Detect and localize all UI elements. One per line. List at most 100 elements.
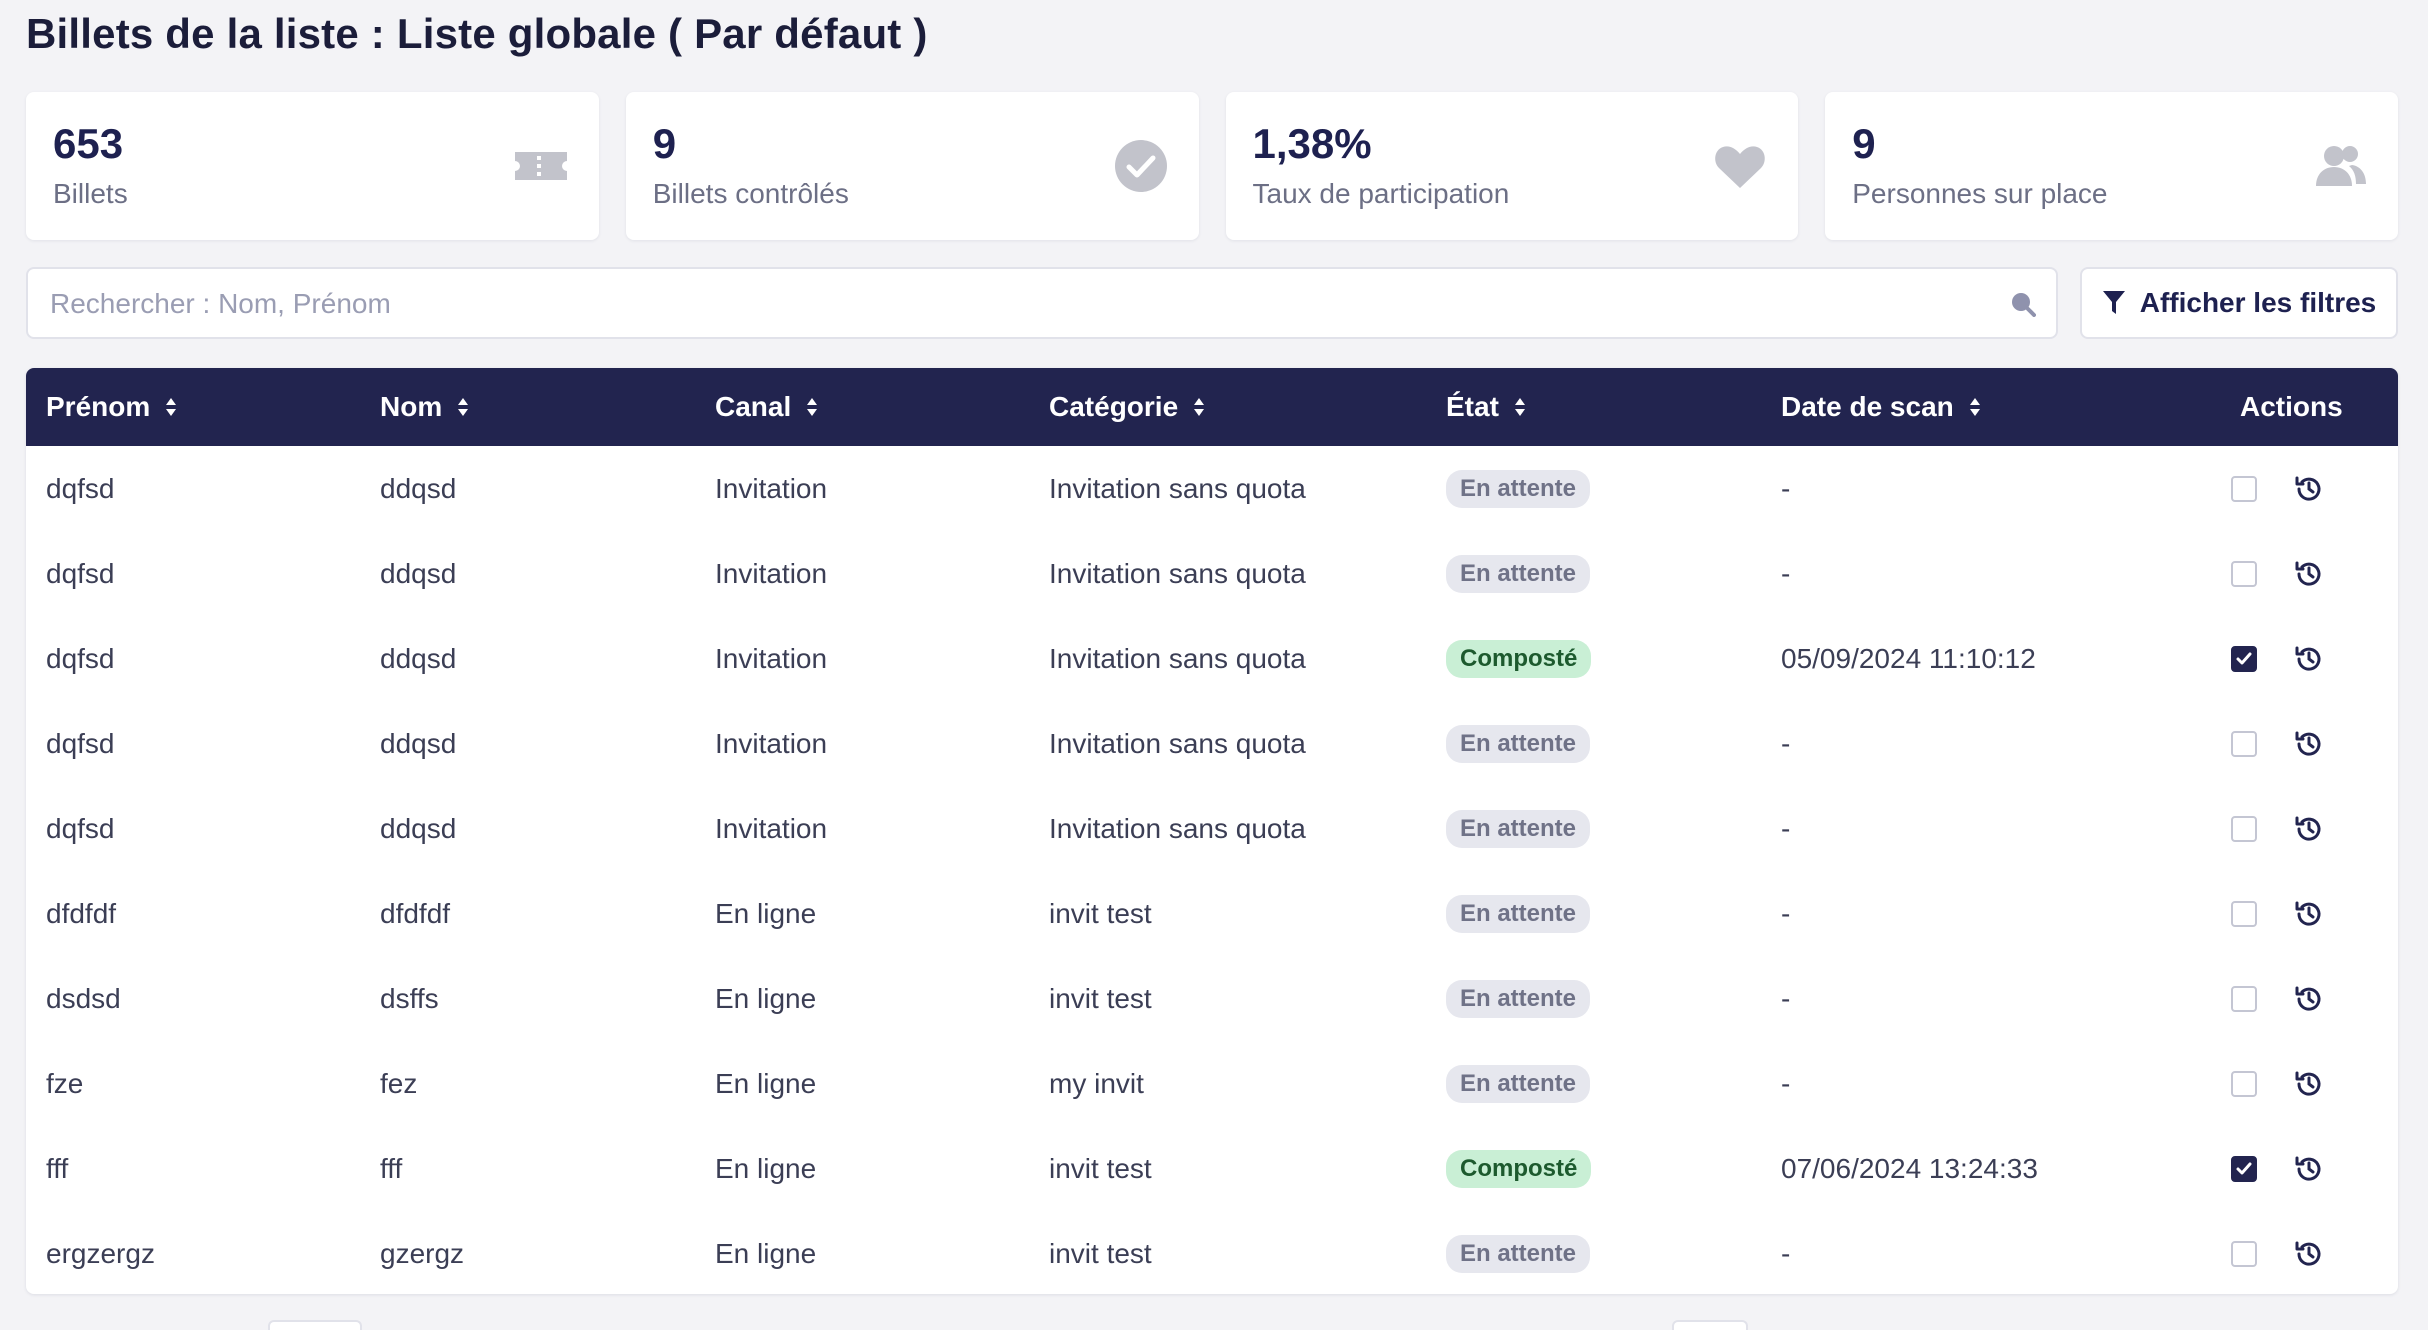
cell-prenom-text: dsdsd: [46, 982, 121, 1014]
column-label: État: [1446, 391, 1499, 422]
show-filters-label: Afficher les filtres: [2139, 287, 2377, 318]
search-input[interactable]: [48, 269, 1952, 339]
cell-nom-text: ddqsd: [380, 472, 457, 504]
cell-categorie: invit test: [1049, 871, 1152, 956]
history-icon[interactable]: [2293, 1238, 2325, 1270]
cell-nom: dfdfdf: [380, 871, 450, 956]
cell-categorie-text: Invitation sans quota: [1049, 642, 1306, 674]
cell-categorie-text: Invitation sans quota: [1049, 472, 1306, 504]
checkmark-icon: [2236, 652, 2252, 664]
table-row: ergzergz gzergz En ligne invit test En atten…: [26, 1211, 2398, 1294]
cell-nom-text: fff: [380, 1152, 403, 1184]
cell-actions: [2231, 616, 2325, 701]
cell-date-scan: -: [1781, 531, 1790, 616]
cell-canal: Invitation: [715, 701, 827, 786]
cell-date-scan: -: [1781, 956, 1790, 1041]
column-date-scan[interactable]: Date de scan: [1781, 368, 1982, 446]
history-icon[interactable]: [2293, 558, 2325, 590]
cell-categorie: my invit: [1049, 1041, 1144, 1126]
sort-icon: [1194, 398, 1205, 416]
cell-categorie-text: Invitation sans quota: [1049, 812, 1306, 844]
cell-canal: Invitation: [715, 446, 827, 531]
sort-icon: [807, 398, 818, 416]
cell-prenom: dsdsd: [46, 956, 121, 1041]
stats-row: 653 Billets 9 Billets contrôlés 1,38% Ta…: [26, 92, 2398, 240]
cell-date-scan-text: -: [1781, 982, 1791, 1014]
cell-actions: [2231, 531, 2325, 616]
row-checkbox[interactable]: [2231, 1155, 2257, 1182]
cell-categorie-text: invit test: [1049, 1152, 1152, 1184]
row-checkbox[interactable]: [2231, 730, 2257, 757]
cell-date-scan-text: -: [1781, 897, 1791, 929]
history-icon[interactable]: [2293, 643, 2325, 675]
column-categorie[interactable]: Catégorie: [1049, 368, 1206, 446]
search-box: [26, 267, 2058, 339]
row-checkbox[interactable]: [2231, 1240, 2257, 1267]
row-checkbox[interactable]: [2231, 900, 2257, 927]
show-filters-button[interactable]: Afficher les filtres: [2080, 267, 2398, 339]
table-row: dqfsd ddqsd Invitation Invitation sans quot…: [26, 616, 2398, 701]
cell-prenom-text: dfdfdf: [46, 897, 117, 929]
cell-prenom-text: fff: [46, 1152, 69, 1184]
cell-categorie-text: Invitation sans quota: [1049, 727, 1306, 759]
column-label: Prénom: [46, 391, 151, 422]
cell-prenom: dqfsd: [46, 616, 115, 701]
cell-nom-text: ddqsd: [380, 727, 457, 759]
cell-prenom: dqfsd: [46, 701, 115, 786]
cell-date-scan: -: [1781, 1041, 1790, 1126]
history-icon[interactable]: [2293, 473, 2325, 505]
cell-canal-text: Invitation: [715, 472, 828, 504]
cell-canal-text: Invitation: [715, 557, 828, 589]
cell-nom: dsffs: [380, 956, 439, 1041]
column-nom[interactable]: Nom: [380, 368, 470, 446]
cell-etat: En attente: [1446, 1041, 1591, 1126]
row-checkbox[interactable]: [2231, 645, 2257, 672]
pagination-button[interactable]: [1672, 1320, 1748, 1330]
stat-label: Billets contrôlés: [652, 178, 849, 209]
history-icon[interactable]: [2293, 728, 2325, 760]
cell-etat: En attente: [1446, 956, 1591, 1041]
cell-date-scan-text: -: [1781, 727, 1791, 759]
row-checkbox[interactable]: [2231, 815, 2257, 842]
search-icon[interactable]: [2010, 291, 2036, 317]
history-icon[interactable]: [2293, 1068, 2325, 1100]
cell-prenom: dqfsd: [46, 446, 115, 531]
cell-canal: En ligne: [715, 871, 816, 956]
cell-date-scan-text: 07/06/2024 13:24:33: [1781, 1152, 2038, 1184]
status-badge: En attente: [1446, 554, 1591, 593]
cell-nom-text: ddqsd: [380, 642, 457, 674]
history-icon[interactable]: [2293, 983, 2325, 1015]
row-checkbox[interactable]: [2231, 985, 2257, 1012]
ticket-icon: [513, 138, 569, 194]
column-etat[interactable]: État: [1446, 368, 1527, 446]
column-prenom[interactable]: Prénom: [46, 368, 178, 446]
history-icon[interactable]: [2293, 898, 2325, 930]
history-icon[interactable]: [2293, 813, 2325, 845]
cell-canal: Invitation: [715, 531, 827, 616]
sort-icon: [166, 398, 177, 416]
cell-date-scan: -: [1781, 786, 1790, 871]
stat-value: 1,38%: [1252, 120, 1372, 167]
cell-actions: [2231, 1126, 2325, 1211]
column-canal[interactable]: Canal: [715, 368, 819, 446]
cell-categorie-text: invit test: [1049, 982, 1152, 1014]
stat-label: Billets: [53, 178, 128, 209]
cell-actions: [2231, 871, 2325, 956]
row-checkbox[interactable]: [2231, 560, 2257, 587]
cell-categorie-text: my invit: [1049, 1067, 1144, 1099]
cell-prenom: ergzergz: [46, 1211, 155, 1294]
cell-date-scan: 07/06/2024 13:24:33: [1781, 1126, 2038, 1211]
row-checkbox[interactable]: [2231, 1070, 2257, 1097]
sort-icon: [1514, 398, 1525, 416]
history-icon[interactable]: [2293, 1153, 2325, 1185]
heart-icon: [1712, 138, 1768, 194]
pagination-select[interactable]: [268, 1320, 362, 1330]
table-row: dfdfdf dfdfdf En ligne invit test En attente…: [26, 871, 2398, 956]
stat-value: 9: [652, 120, 677, 167]
cell-date-scan: 05/09/2024 11:10:12: [1781, 616, 2036, 701]
cell-prenom: dqfsd: [46, 786, 115, 871]
cell-categorie: Invitation sans quota: [1049, 446, 1306, 531]
cell-categorie: invit test: [1049, 1211, 1152, 1294]
cell-date-scan-text: 05/09/2024 11:10:12: [1781, 642, 2036, 674]
row-checkbox[interactable]: [2231, 475, 2257, 502]
